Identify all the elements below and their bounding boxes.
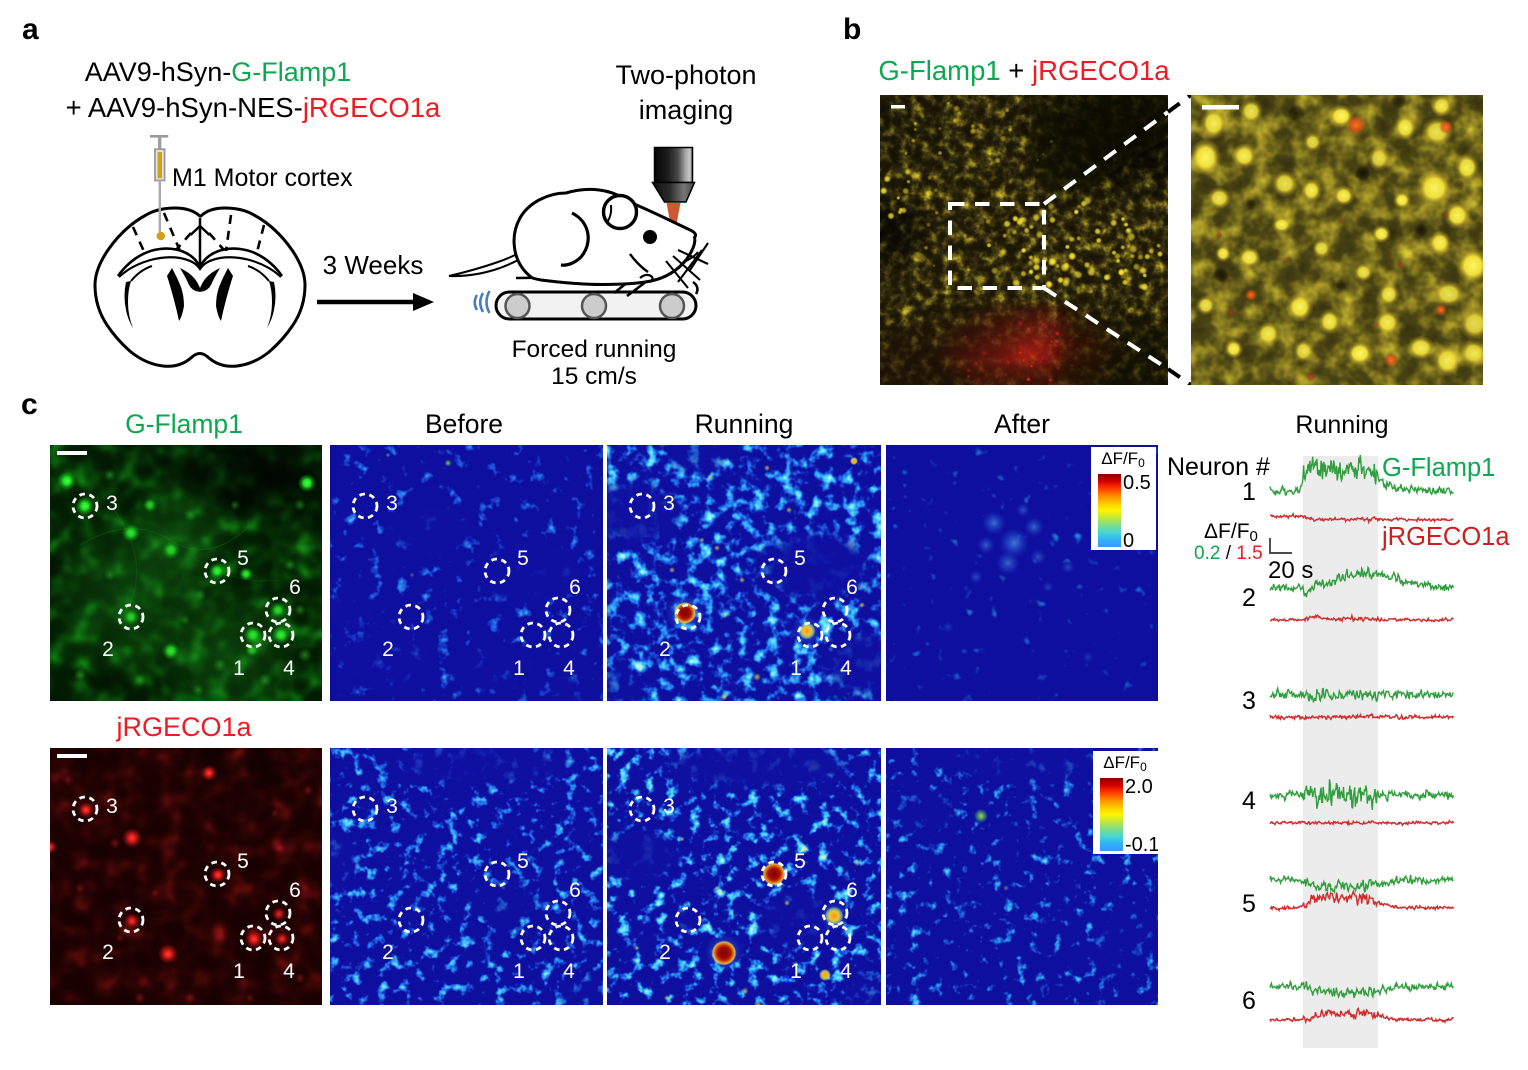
svg-text:1: 1	[790, 657, 802, 680]
svg-text:2: 2	[102, 941, 114, 964]
svg-text:6: 6	[569, 576, 581, 599]
svg-text:5: 5	[517, 850, 529, 873]
svg-text:4: 4	[563, 960, 575, 983]
svg-text:4: 4	[283, 657, 295, 680]
svg-text:2: 2	[382, 638, 394, 661]
svg-text:3: 3	[106, 492, 118, 515]
svg-text:5: 5	[517, 547, 529, 570]
svg-text:2: 2	[102, 638, 114, 661]
svg-text:3: 3	[663, 492, 675, 515]
svg-text:2.0: 2.0	[1125, 776, 1153, 798]
svg-text:1: 1	[233, 657, 245, 680]
svg-text:-0.1: -0.1	[1125, 834, 1158, 856]
svg-text:3: 3	[386, 795, 398, 818]
svg-text:5: 5	[794, 850, 806, 873]
svg-text:6: 6	[289, 576, 301, 599]
svg-text:5: 5	[794, 547, 806, 570]
svg-text:6: 6	[289, 879, 301, 902]
svg-text:3: 3	[663, 795, 675, 818]
svg-text:2: 2	[659, 638, 671, 661]
svg-text:4: 4	[840, 657, 852, 680]
svg-text:5: 5	[237, 547, 249, 570]
svg-text:ΔF/F0: ΔF/F0	[1101, 449, 1145, 470]
svg-text:0.5: 0.5	[1123, 472, 1151, 494]
svg-text:4: 4	[563, 657, 575, 680]
svg-text:0: 0	[1123, 530, 1134, 552]
svg-text:1: 1	[513, 960, 525, 983]
svg-text:4: 4	[840, 960, 852, 983]
svg-text:ΔF/F0: ΔF/F0	[1103, 753, 1147, 774]
svg-text:6: 6	[846, 576, 858, 599]
svg-text:1: 1	[233, 960, 245, 983]
svg-text:2: 2	[382, 941, 394, 964]
svg-text:2: 2	[659, 941, 671, 964]
svg-text:4: 4	[283, 960, 295, 983]
svg-text:5: 5	[237, 850, 249, 873]
svg-text:3: 3	[386, 492, 398, 515]
svg-text:3: 3	[106, 795, 118, 818]
svg-text:1: 1	[513, 657, 525, 680]
svg-text:1: 1	[790, 960, 802, 983]
svg-text:6: 6	[569, 879, 581, 902]
svg-text:6: 6	[846, 879, 858, 902]
